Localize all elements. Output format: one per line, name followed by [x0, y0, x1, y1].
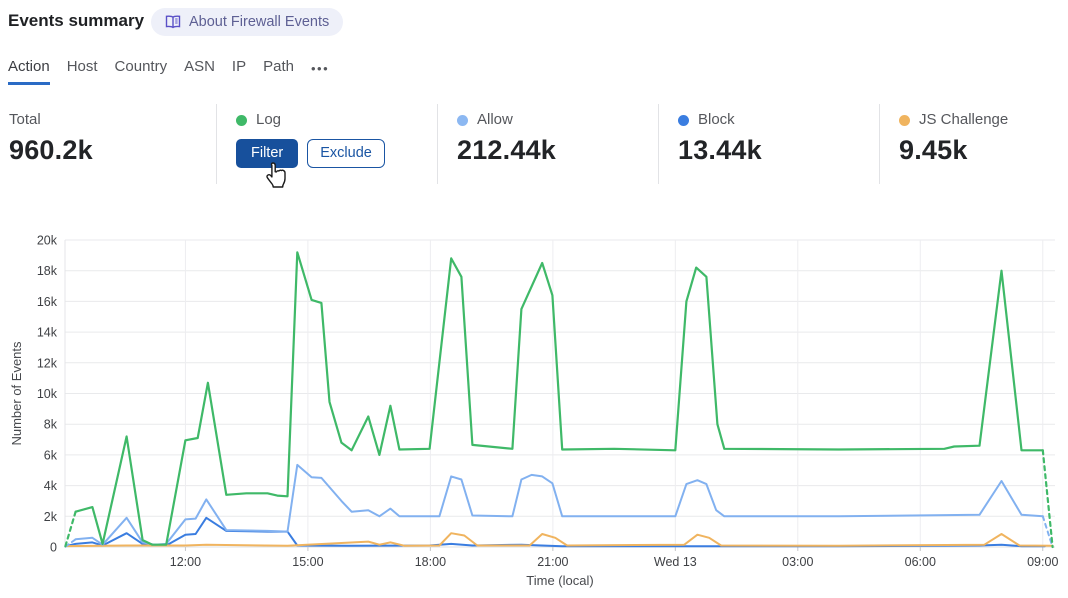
tab-path[interactable]: Path [263, 58, 294, 75]
tab-ip[interactable]: IP [231, 58, 247, 75]
page-title: Events summary [8, 11, 145, 30]
stat-block-label: Block [698, 111, 735, 128]
stat-total-value: 960.2k [9, 135, 93, 165]
stat-log[interactable]: Log Filter Exclude [216, 104, 437, 184]
allow-legend-dot [457, 114, 468, 126]
facet-tabs: Action Host Country ASN IP Path ••• [8, 58, 329, 85]
js-challenge-legend-dot [899, 114, 910, 126]
about-badge-label: About Firewall Events [189, 14, 330, 30]
stat-block-value: 13.44k [678, 135, 762, 165]
stat-allow[interactable]: Allow 212.44k [437, 104, 658, 184]
events-time-series-chart[interactable]: 0 2k 4k 6k 8k 10k 12k 14k 16k 18k 20k 12:00 15:00 18:… [0, 228, 1068, 598]
stat-total-label: Total [9, 111, 41, 128]
y-tick-label: 0 [50, 541, 57, 555]
stat-allow-label: Allow [477, 111, 513, 128]
stat-js-challenge-value: 9.45k [899, 135, 968, 165]
more-tabs-ellipsis-icon[interactable]: ••• [310, 61, 330, 76]
stats-row: Total 960.2k Log Filter Exclude Allow 21… [0, 104, 1068, 184]
series-line-allow [74, 463, 1044, 546]
tab-host[interactable]: Host [66, 58, 98, 75]
series-line-js-challenge [64, 532, 1054, 548]
x-tick-label: 15:00 [292, 555, 323, 569]
y-tick-label: 18k [37, 264, 58, 278]
series-log-lead-dash [64, 510, 77, 548]
y-tick-label: 16k [37, 295, 58, 309]
stat-total: Total 960.2k [0, 104, 216, 184]
log-legend-dot [236, 114, 247, 126]
tab-country[interactable]: Country [114, 58, 168, 75]
series-allow-tail-dash [1041, 515, 1054, 548]
x-tick-label: 18:00 [415, 555, 446, 569]
stat-js-challenge-label: JS Challenge [919, 111, 1009, 128]
series-line-log [74, 251, 1044, 546]
series-allow-lead-dash [64, 538, 77, 548]
chart-svg[interactable]: 0 2k 4k 6k 8k 10k 12k 14k 16k 18k 20k 12:00 15:00 18:… [0, 228, 1068, 598]
x-tick-label: 09:00 [1027, 555, 1058, 569]
stat-log-label: Log [256, 111, 282, 128]
filter-button[interactable]: Filter [236, 139, 299, 168]
stat-allow-value: 212.44k [457, 135, 556, 165]
about-firewall-events-badge[interactable]: About Firewall Events [151, 8, 344, 36]
tab-action[interactable]: Action [8, 58, 50, 85]
y-tick-label: 4k [44, 479, 58, 493]
y-tick-label: 14k [37, 326, 58, 340]
y-tick-label: 6k [44, 448, 58, 462]
stat-block[interactable]: Block 13.44k [658, 104, 879, 184]
y-tick-label: 8k [44, 418, 58, 432]
tab-asn[interactable]: ASN [184, 58, 215, 75]
series-line-block [64, 516, 1046, 548]
block-legend-dot [678, 114, 689, 126]
y-tick-label: 2k [44, 510, 58, 524]
x-tick-label: Wed 13 [654, 555, 697, 569]
x-tick-label: 21:00 [537, 555, 568, 569]
x-tick-label: 03:00 [782, 555, 813, 569]
y-tick-label: 12k [37, 356, 58, 370]
y-tick-label: 20k [37, 234, 58, 248]
x-tick-label: 12:00 [170, 555, 201, 569]
series-log-tail-dash [1041, 449, 1054, 549]
stat-js-challenge[interactable]: JS Challenge 9.45k [879, 104, 1067, 184]
exclude-button[interactable]: Exclude [307, 139, 385, 168]
x-tick-label: 06:00 [905, 555, 936, 569]
x-axis-title: Time (local) [526, 573, 593, 588]
book-icon [165, 15, 181, 29]
y-tick-label: 10k [37, 387, 58, 401]
y-axis-title: Number of Events [9, 341, 24, 446]
